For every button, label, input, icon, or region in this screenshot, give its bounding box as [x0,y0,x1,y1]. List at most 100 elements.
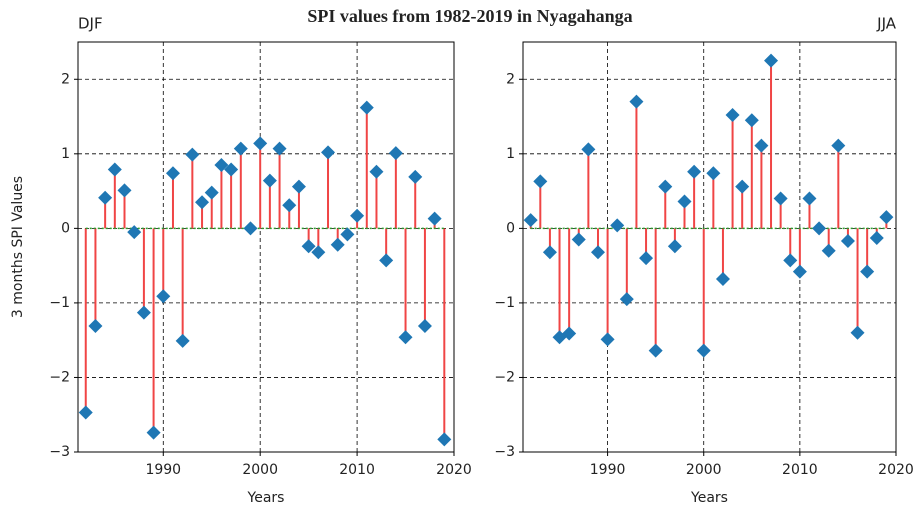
marker [850,325,865,340]
x-tick-label: 2020 [878,462,914,478]
marker [359,100,374,115]
marker [214,158,229,172]
marker [571,232,586,247]
marker [388,146,403,161]
marker [764,53,779,68]
marker [321,145,336,160]
marker [821,243,836,258]
marker [744,113,759,128]
marker [639,251,654,266]
chart-title: SPI values from 1982-2019 in Nyagahanga [307,6,632,26]
x-tick-label: 2000 [242,462,278,478]
marker [204,185,219,200]
y-tick-label: −2 [494,369,515,385]
x-tick-label: 1990 [145,462,181,478]
marker [243,221,258,236]
marker [706,166,721,181]
marker [185,147,200,162]
marker [340,227,355,242]
y-tick-label: −1 [494,295,515,311]
marker [715,272,730,287]
marker [533,174,548,189]
marker [156,289,171,304]
marker [590,245,605,260]
marker [860,264,875,279]
y-tick-label: −3 [49,444,70,460]
marker [175,333,190,348]
marker [272,141,287,156]
marker [311,245,326,260]
marker [88,319,103,334]
marker [379,253,394,268]
marker [610,218,625,233]
y-tick-label: −1 [49,295,70,311]
marker [262,173,277,188]
marker [107,162,122,177]
axes-frame [522,41,897,453]
y-tick-label: −3 [494,444,515,460]
axes-frame [77,41,455,453]
marker [812,221,827,236]
marker [291,179,306,194]
marker [725,108,740,123]
marker [667,239,682,254]
x-tick-label: 2010 [339,462,375,478]
y-tick-label: 2 [61,71,70,87]
marker [427,211,442,226]
x-axis-label: Years [690,490,728,506]
marker [879,210,894,225]
marker [792,264,807,279]
marker [282,198,297,213]
marker [629,94,644,109]
marker [831,138,846,153]
marker [754,138,769,153]
marker [523,213,538,228]
marker [233,141,248,156]
marker [581,142,596,157]
marker [696,343,711,358]
marker [687,164,702,179]
marker [117,183,132,198]
marker [869,231,884,246]
marker [195,195,210,210]
marker [165,166,180,181]
marker [735,179,750,194]
panel-label: JJA [876,15,897,33]
marker [398,330,413,345]
y-tick-label: 2 [506,71,515,87]
marker [542,245,557,260]
marker [658,179,673,194]
marker [437,432,452,447]
marker [350,208,365,223]
marker [677,194,692,209]
marker [600,332,615,347]
marker [773,191,788,206]
panel-label: DJF [78,15,103,33]
marker [802,191,817,206]
marker [253,136,268,151]
marker [369,164,384,179]
marker [417,319,432,334]
x-tick-label: 2000 [686,462,722,478]
x-tick-label: 1990 [590,462,626,478]
y-tick-label: 1 [61,146,70,162]
y-tick-label: 0 [61,220,70,236]
y-tick-label: 1 [506,146,515,162]
x-tick-label: 2010 [782,462,818,478]
y-tick-label: 0 [506,220,515,236]
x-tick-label: 2020 [436,462,472,478]
marker [840,234,855,249]
marker [562,326,577,341]
marker [330,237,345,252]
y-tick-label: −2 [49,369,70,385]
marker [78,405,93,420]
y-axis-label: 3 months SPI Values [10,176,26,318]
marker [301,239,316,254]
marker [408,169,423,184]
marker [224,162,239,177]
x-axis-label: Years [247,490,285,506]
marker [136,305,151,320]
marker [648,343,663,358]
marker [619,292,634,307]
